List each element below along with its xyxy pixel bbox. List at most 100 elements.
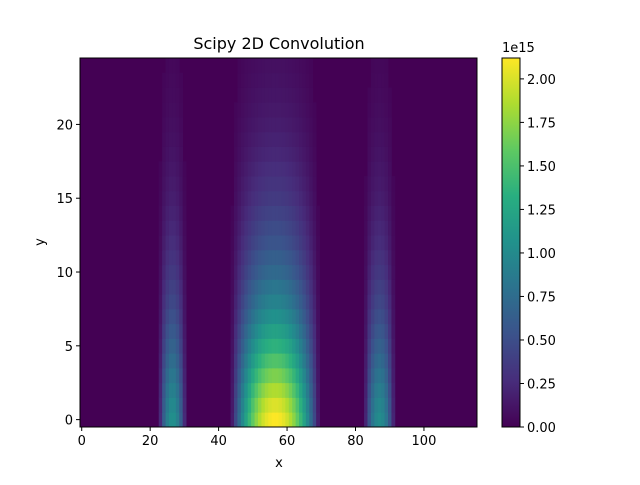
heatmap-cell: [175, 323, 180, 339]
heatmap-cell: [312, 294, 317, 310]
heatmap-cell: [179, 87, 184, 103]
heatmap-cell: [309, 397, 314, 413]
heatmap-cell: [374, 102, 379, 118]
heatmap-cell: [377, 235, 382, 251]
heatmap-cell: [278, 279, 283, 295]
heatmap-cell: [278, 323, 283, 339]
heatmap-cell: [367, 382, 372, 398]
heatmap-cell: [162, 323, 166, 339]
heatmap-cell: [240, 72, 245, 88]
heatmap-cell: [158, 308, 163, 325]
heatmap-cell: [257, 249, 262, 266]
heatmap-cell: [312, 117, 317, 133]
heatmap-cell: [162, 264, 166, 280]
heatmap-cell: [381, 323, 385, 339]
heatmap-cell: [388, 249, 392, 266]
heatmap-cell: [237, 294, 242, 310]
heatmap-cell: [257, 58, 262, 74]
heatmap-cell: [179, 338, 184, 354]
heatmap-cell: [175, 338, 180, 354]
heatmap-cell: [165, 117, 170, 133]
heatmap-cell: [237, 146, 242, 162]
heatmap-cell: [172, 117, 177, 133]
heatmap-cell: [172, 58, 177, 74]
heatmap-cell: [237, 58, 242, 74]
heatmap-cell: [292, 131, 297, 147]
heatmap-cell: [305, 264, 310, 280]
heatmap-cell: [295, 205, 300, 221]
heatmap-cell: [234, 294, 238, 310]
heatmap-cell: [295, 87, 300, 103]
heatmap-cell: [182, 176, 187, 192]
heatmap-cell: [182, 323, 187, 339]
heatmap-cell: [302, 235, 307, 251]
heatmap-cell: [254, 220, 259, 236]
heatmap-cell: [172, 382, 177, 398]
heatmap-cell: [247, 190, 252, 206]
heatmap-cell: [364, 323, 368, 339]
colorbar-offset-label: 1e15: [502, 41, 535, 56]
heatmap-cell: [264, 87, 269, 103]
heatmap-cell: [381, 353, 385, 369]
heatmap-cell: [158, 382, 163, 398]
heatmap-cell: [377, 58, 382, 74]
colorbar-tick-label: 1.75: [527, 116, 556, 131]
heatmap-cell: [370, 58, 375, 74]
heatmap-cell: [244, 220, 249, 236]
heatmap-cell: [247, 279, 252, 295]
heatmap-cell: [367, 279, 372, 295]
heatmap-cell: [285, 294, 290, 310]
heatmap-cell: [285, 87, 290, 103]
heatmap-cell: [271, 72, 276, 88]
heatmap-cell: [309, 353, 314, 369]
heatmap-cell: [281, 205, 286, 221]
heatmap-cell: [370, 205, 375, 221]
heatmap-cell: [281, 72, 286, 88]
heatmap-cell: [251, 367, 255, 384]
heatmap-cell: [271, 131, 276, 147]
heatmap-cell: [292, 146, 297, 162]
heatmap-cell: [302, 190, 307, 206]
heatmap-cell: [165, 294, 170, 310]
heatmap-cell: [309, 146, 314, 162]
heatmap-cell: [292, 102, 297, 118]
heatmap-cell: [292, 279, 297, 295]
heatmap-cell: [247, 205, 252, 221]
heatmap-cell: [305, 397, 310, 413]
heatmap-cell: [388, 353, 392, 369]
heatmap-cell: [162, 220, 166, 236]
heatmap-cell: [312, 264, 317, 280]
heatmap-cell: [391, 294, 396, 310]
heatmap-cell: [292, 87, 297, 103]
heatmap-cell: [312, 146, 317, 162]
heatmap-cell: [230, 412, 235, 428]
heatmap-cell: [234, 146, 238, 162]
heatmap-cell: [278, 190, 283, 206]
heatmap-cell: [305, 131, 310, 147]
heatmap-cell: [367, 294, 372, 310]
heatmap-cell: [370, 323, 375, 339]
heatmap-cell: [172, 353, 177, 369]
heatmap-cell: [367, 190, 372, 206]
heatmap-cell: [364, 205, 368, 221]
heatmap-cell: [264, 161, 269, 177]
heatmap-cell: [278, 382, 283, 398]
heatmap-cell: [302, 72, 307, 88]
heatmap-cell: [162, 382, 166, 398]
heatmap-cell: [305, 338, 310, 354]
heatmap-cell: [278, 176, 283, 192]
heatmap-cell: [257, 367, 262, 384]
heatmap-cell: [299, 249, 303, 266]
heatmap-cell: [251, 102, 255, 118]
heatmap-cell: [292, 264, 297, 280]
heatmap-cell: [168, 190, 173, 206]
heatmap-cell: [305, 102, 310, 118]
heatmap-cell: [295, 323, 300, 339]
heatmap-cell: [391, 279, 396, 295]
heatmap-cell: [244, 353, 249, 369]
heatmap-cell: [309, 205, 314, 221]
heatmap-cell: [281, 367, 286, 384]
heatmap-cell: [264, 279, 269, 295]
heatmap-cell: [182, 294, 187, 310]
heatmap-cell: [165, 161, 170, 177]
